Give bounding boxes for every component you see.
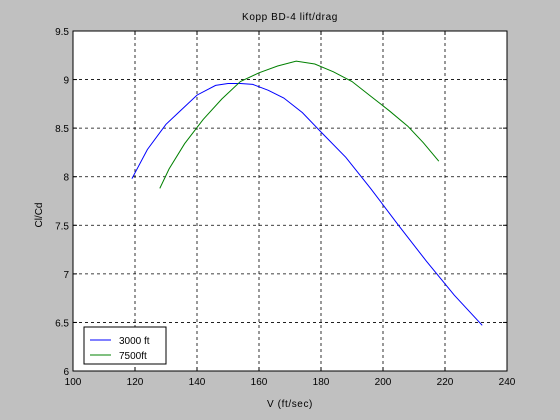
y-tick-label: 8: [63, 173, 69, 184]
x-tick-label: 180: [313, 377, 330, 388]
y-tick-label: 6.5: [55, 318, 69, 329]
x-tick-label: 100: [65, 377, 82, 388]
grid-lines: [73, 31, 507, 371]
y-tick-label: 9.5: [55, 27, 69, 38]
y-tick-labels: 6 6.5 7 7.5 8 8.5 9 9.5: [55, 27, 69, 378]
x-tick-label: 160: [251, 377, 268, 388]
series-line-3000ft: [131, 83, 483, 326]
data-series: [131, 60, 483, 326]
y-tick-label: 6: [63, 367, 69, 378]
x-tick-label: 120: [127, 377, 144, 388]
x-tick-label: 200: [375, 377, 392, 388]
legend: 3000 ft 7500ft: [83, 326, 167, 365]
y-tick-label: 7: [63, 270, 69, 281]
series-line-7500ft: [159, 60, 440, 189]
y-axis-label: Cl/Cd: [34, 202, 45, 227]
x-tick-label: 220: [437, 377, 454, 388]
legend-label-7500ft: 7500ft: [119, 351, 147, 362]
x-tick-label: 140: [189, 377, 206, 388]
y-tick-label: 9: [63, 76, 69, 87]
y-tick-label: 7.5: [55, 221, 69, 232]
x-axis-label: V (ft/sec): [267, 399, 313, 410]
legend-box: [83, 326, 167, 365]
legend-label-3000ft: 3000 ft: [119, 336, 150, 347]
x-tick-labels: 100 120 140 160 180 200 220 240: [65, 377, 516, 388]
plot-frame: [72, 30, 508, 372]
chart-title: Kopp BD-4 lift/drag: [242, 12, 338, 23]
plot-area: [73, 31, 507, 371]
x-tick-label: 240: [499, 377, 516, 388]
y-tick-label: 8.5: [55, 124, 69, 135]
